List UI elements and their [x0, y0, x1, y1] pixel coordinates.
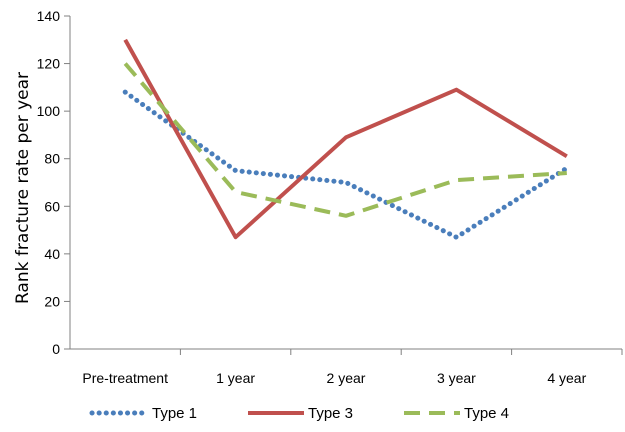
- series-line-type-4: [123, 62, 567, 218]
- x-ticks: Pre-treatment 1 year 2 year 3 year 4 year: [82, 349, 623, 386]
- y-tick-label: 140: [37, 8, 61, 24]
- axes: [69, 16, 622, 350]
- legend-label: Type 1: [152, 405, 197, 422]
- x-tick-label: 4 year: [547, 370, 586, 386]
- series-lines: [122, 38, 570, 240]
- y-tick-label: 60: [44, 198, 60, 214]
- y-tick-label: 20: [44, 293, 60, 309]
- y-tick-label: 100: [37, 103, 61, 119]
- y-ticks: 0 20 40 60 80 100 120 140: [37, 8, 70, 357]
- series-line-type-1: [122, 89, 570, 240]
- y-tick-label: 0: [52, 341, 60, 357]
- legend: Type 1 Type 3 Type 4: [89, 405, 509, 422]
- y-tick-label: 80: [44, 151, 60, 167]
- y-axis-label: Rank fracture rate per year: [13, 72, 33, 304]
- y-tick-label: 40: [44, 246, 60, 262]
- x-tick-label: Pre-treatment: [82, 370, 168, 386]
- x-tick-label: 1 year: [216, 370, 255, 386]
- legend-label: Type 4: [464, 405, 509, 422]
- legend-label: Type 3: [308, 405, 353, 422]
- x-tick-label: 2 year: [327, 370, 366, 386]
- y-tick-label: 120: [37, 56, 61, 72]
- series-line-type-3: [123, 38, 568, 240]
- x-tick-label: 3 year: [437, 370, 476, 386]
